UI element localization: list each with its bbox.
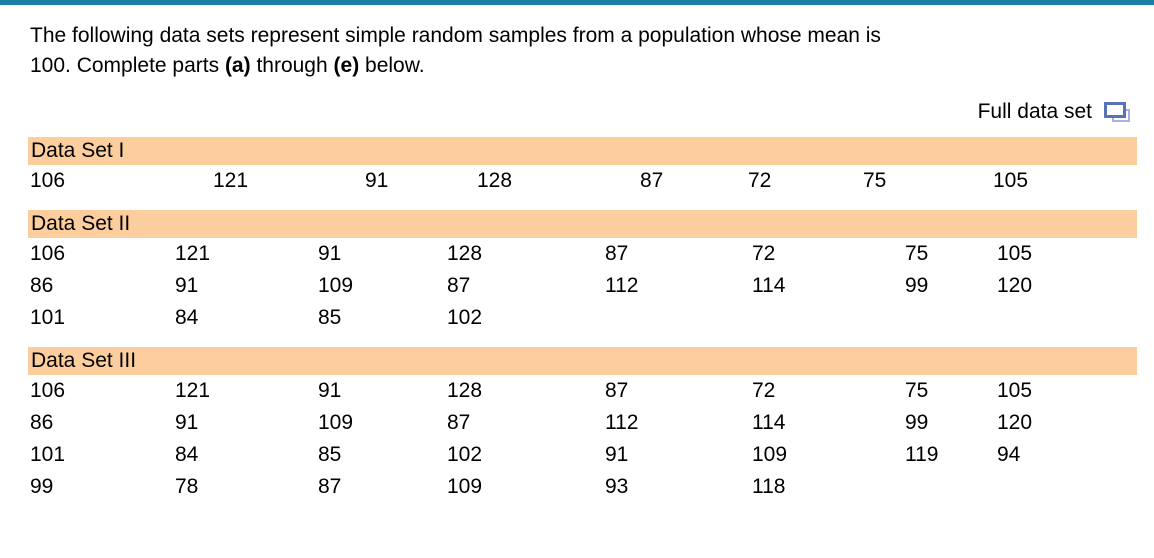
dataset-section: Data Set II 106 121 91 128 87 72 75 105 86 91 109 87… [28, 210, 1137, 334]
data-cell: 102 [447, 306, 483, 329]
data-cell: 101 [30, 443, 66, 466]
table-row: 106 121 91 128 87 72 75 105 [28, 375, 1137, 407]
table-row: 106 121 91 128 87 72 75 105 [28, 238, 1137, 270]
problem-statement-line1: The following data sets represent simple… [30, 24, 881, 47]
data-cell [995, 471, 1137, 503]
data-cell: 114 [752, 411, 786, 434]
data-cell: 121 [175, 242, 211, 265]
data-cell: 91 [175, 274, 199, 297]
data-cell: 99 [905, 274, 929, 297]
table-row: 99 78 87 109 93 118 [28, 471, 1137, 503]
data-cell: 94 [997, 443, 1021, 466]
data-cell: 86 [30, 274, 54, 297]
data-cell [750, 302, 903, 334]
data-cell: 106 [30, 379, 66, 402]
data-cell: 102 [447, 443, 483, 466]
data-cell: 84 [175, 306, 199, 329]
data-cell [903, 302, 995, 334]
top-accent-bar [0, 0, 1154, 5]
data-cell: 128 [447, 379, 483, 402]
data-cell: 118 [752, 475, 786, 498]
data-cell: 91 [365, 169, 389, 192]
data-cell: 85 [318, 443, 342, 466]
dataset-header: Data Set III [28, 347, 1137, 375]
data-cell: 91 [318, 242, 342, 265]
problem-content: The following data sets represent simple… [0, 5, 1154, 503]
data-cell: 119 [905, 443, 939, 466]
problem-statement-line2: 100. Complete parts (a) through (e) belo… [30, 54, 425, 77]
data-cell: 114 [752, 274, 786, 297]
data-cell: 99 [905, 411, 929, 434]
data-cell: 72 [748, 169, 772, 192]
data-cell: 87 [640, 169, 664, 192]
dataset-table: 106 121 91 128 87 72 75 105 86 91 109 87 112 114 99 120… [28, 238, 1137, 334]
data-cell: 120 [997, 411, 1033, 434]
data-cell: 91 [318, 379, 342, 402]
data-cell: 75 [905, 379, 929, 402]
dataset-header: Data Set I [28, 137, 1137, 165]
data-cell: 109 [318, 274, 354, 297]
data-cell: 87 [605, 379, 629, 402]
data-cell: 84 [175, 443, 199, 466]
dataset-table: 106 121 91 128 87 72 75 105 [28, 165, 1137, 197]
problem-statement: The following data sets represent simple… [30, 21, 1137, 81]
data-cell: 99 [30, 475, 54, 498]
data-cell: 109 [447, 475, 483, 498]
data-cell: 72 [752, 242, 776, 265]
data-cell: 106 [30, 242, 66, 265]
data-cell: 85 [318, 306, 342, 329]
data-cell: 109 [752, 443, 788, 466]
part-e-label: (e) [333, 54, 360, 77]
data-cell: 91 [605, 443, 629, 466]
data-cell: 87 [605, 242, 629, 265]
table-row: 101 84 85 102 [28, 302, 1137, 334]
data-cell: 112 [605, 411, 639, 434]
data-cell: 75 [863, 169, 887, 192]
data-cell: 128 [477, 169, 513, 192]
data-cell: 105 [997, 379, 1033, 402]
data-cell: 87 [318, 475, 342, 498]
popout-windows-icon[interactable] [1104, 101, 1131, 123]
data-cell: 101 [30, 306, 66, 329]
table-row: 101 84 85 102 91 109 119 94 [28, 439, 1137, 471]
table-row: 86 91 109 87 112 114 99 120 [28, 270, 1137, 302]
data-cell: 121 [175, 379, 211, 402]
dataset-table: 106 121 91 128 87 72 75 105 86 91 109 87 112 114 99 120… [28, 375, 1137, 503]
data-cell [995, 302, 1137, 334]
data-cell: 75 [905, 242, 929, 265]
data-cell: 120 [997, 274, 1033, 297]
full-data-set-label: Full data set [977, 100, 1092, 123]
full-data-set-row: Full data set [28, 99, 1131, 125]
dataset-section: Data Set I 106 121 91 128 87 72 75 105 [28, 137, 1137, 197]
popout-front-rect [1104, 101, 1126, 118]
data-cell: 109 [318, 411, 354, 434]
data-cell: 105 [997, 242, 1033, 265]
data-cell [603, 302, 750, 334]
data-cell: 93 [605, 475, 629, 498]
data-cell: 87 [447, 274, 471, 297]
data-cell [903, 471, 995, 503]
dataset-section: Data Set III 106 121 91 128 87 72 75 105 86 91 109 8… [28, 347, 1137, 503]
data-cell: 87 [447, 411, 471, 434]
data-cell: 86 [30, 411, 54, 434]
table-row: 86 91 109 87 112 114 99 120 [28, 407, 1137, 439]
data-cell: 78 [175, 475, 199, 498]
data-cell: 105 [993, 169, 1029, 192]
data-cell: 112 [605, 274, 639, 297]
datasets: Data Set I 106 121 91 128 87 72 75 105 Data Set I… [28, 137, 1137, 503]
data-cell: 72 [752, 379, 776, 402]
data-cell: 91 [175, 411, 199, 434]
table-row: 106 121 91 128 87 72 75 105 [28, 165, 1137, 197]
dataset-header: Data Set II [28, 210, 1137, 238]
part-a-label: (a) [224, 54, 251, 77]
data-cell: 121 [213, 169, 249, 192]
data-cell: 106 [30, 169, 66, 192]
data-cell: 128 [447, 242, 483, 265]
